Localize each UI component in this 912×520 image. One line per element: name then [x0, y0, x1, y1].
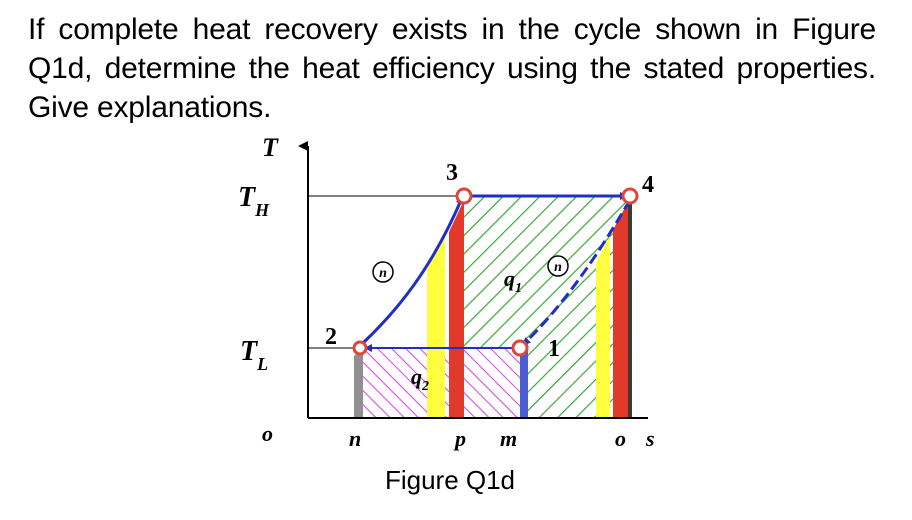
t-axis-label: T: [262, 133, 279, 162]
state-marker-3: [455, 187, 473, 205]
svg-text:n: n: [554, 260, 562, 275]
s-tick-n: n: [349, 426, 361, 451]
polytropic-mark-right: n: [547, 255, 569, 277]
q1-label: q1: [504, 266, 522, 296]
q2-label: q2: [411, 364, 429, 394]
state-marker-2: [352, 340, 368, 356]
state-marker-1: [511, 339, 529, 357]
state-label-3: 3: [446, 160, 458, 186]
origin-label: o: [262, 421, 273, 446]
polytropic-mark-left: n: [372, 261, 394, 283]
strip-yellow-left: [427, 238, 445, 418]
s-tick-o: o: [615, 426, 626, 451]
figure-caption: Figure Q1d: [385, 465, 515, 495]
state-marker-4: [621, 187, 639, 205]
s-axis-label: s: [645, 426, 655, 451]
th-label: TH: [238, 182, 270, 220]
s-tick-p: p: [453, 426, 466, 451]
tl-label: TL: [240, 336, 268, 374]
strip-red-right: [613, 198, 630, 418]
state-label-2: 2: [325, 324, 337, 350]
question-text: If complete heat recovery exists in the …: [28, 13, 876, 124]
strip-blue-right: [520, 340, 528, 418]
strip-red-left: [449, 200, 464, 418]
strip-yellow-right: [596, 236, 610, 418]
svg-text:n: n: [379, 266, 387, 281]
s-tick-m: m: [500, 426, 517, 451]
q1-hatched-area: [462, 196, 628, 418]
process-4-1: [522, 199, 632, 346]
strip-dark-right: [628, 196, 632, 418]
strip-gray-left: [354, 348, 363, 418]
process-2-3: [360, 196, 464, 346]
state-label-1: 1: [548, 336, 560, 362]
state-label-4: 4: [642, 172, 654, 198]
